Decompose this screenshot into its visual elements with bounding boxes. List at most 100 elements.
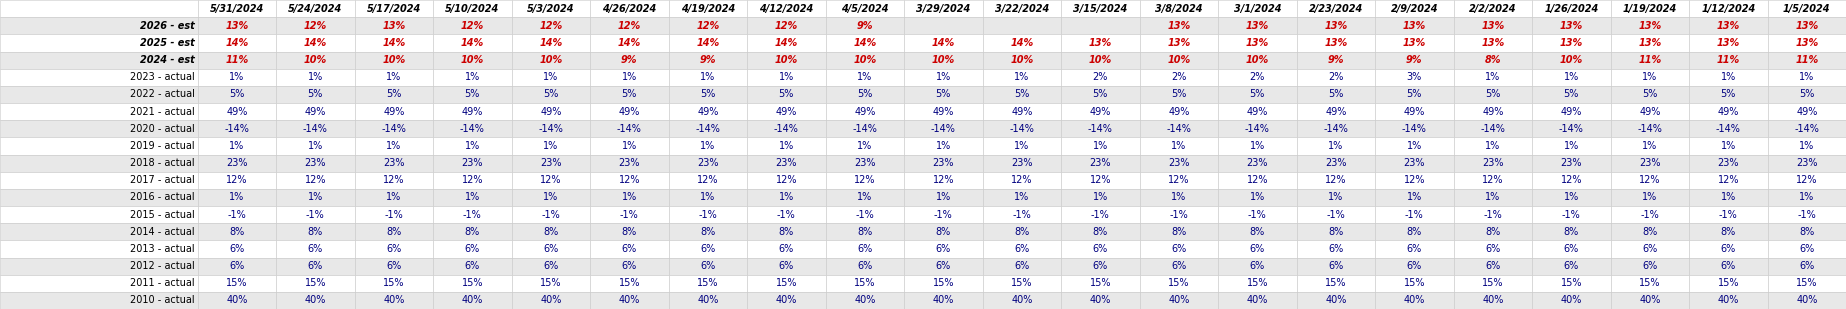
Bar	[277, 189, 354, 206]
Text: 1%: 1%	[1170, 141, 1187, 151]
Bar	[1453, 69, 1532, 86]
Bar	[591, 172, 668, 189]
Bar	[1610, 86, 1689, 103]
Bar	[1532, 0, 1610, 17]
Text: 6%: 6%	[308, 244, 323, 254]
Text: -1%: -1%	[620, 210, 639, 220]
Text: 40%: 40%	[1560, 295, 1582, 305]
Bar	[1139, 52, 1218, 69]
Text: 2025 - est: 2025 - est	[140, 38, 194, 48]
Bar	[1375, 103, 1453, 120]
Bar	[1296, 120, 1375, 137]
Text: 23%: 23%	[1482, 158, 1503, 168]
Text: 5/24/2024: 5/24/2024	[288, 4, 342, 14]
Text: 10%: 10%	[932, 55, 954, 65]
Bar	[668, 189, 748, 206]
Bar	[591, 86, 668, 103]
Bar	[198, 137, 277, 154]
Text: 23%: 23%	[382, 158, 404, 168]
Bar	[1610, 223, 1689, 240]
Text: 5%: 5%	[1720, 89, 1735, 99]
Bar	[1296, 17, 1375, 34]
Text: 40%: 40%	[305, 295, 327, 305]
Text: -14%: -14%	[1324, 124, 1348, 134]
Bar	[982, 275, 1061, 292]
Bar	[1453, 34, 1532, 52]
Bar	[354, 52, 434, 69]
Bar	[905, 0, 982, 17]
Bar	[1532, 275, 1610, 292]
Text: 6%: 6%	[1327, 244, 1344, 254]
Bar	[591, 206, 668, 223]
Text: 6%: 6%	[1564, 261, 1578, 271]
Text: 2%: 2%	[1170, 72, 1187, 82]
Text: 1%: 1%	[1800, 141, 1815, 151]
Bar	[511, 206, 591, 223]
Bar	[511, 223, 591, 240]
Text: 6%: 6%	[386, 261, 401, 271]
Text: 1%: 1%	[622, 141, 637, 151]
Bar	[1767, 52, 1846, 69]
Text: 40%: 40%	[462, 295, 484, 305]
Text: 1%: 1%	[1407, 141, 1421, 151]
Text: 40%: 40%	[932, 295, 954, 305]
Bar	[1532, 292, 1610, 309]
Text: 2023 - actual: 2023 - actual	[129, 72, 194, 82]
Text: 2026 - est: 2026 - est	[140, 21, 194, 31]
Bar	[0, 69, 198, 86]
Bar	[1453, 257, 1532, 275]
Bar	[905, 103, 982, 120]
Bar	[277, 275, 354, 292]
Text: 14%: 14%	[303, 38, 327, 48]
Text: 1%: 1%	[1486, 72, 1501, 82]
Text: 12%: 12%	[1089, 175, 1111, 185]
Bar	[198, 292, 277, 309]
Text: 8%: 8%	[1643, 227, 1658, 237]
Text: 12%: 12%	[698, 175, 718, 185]
Text: 15%: 15%	[1012, 278, 1032, 288]
Bar	[668, 206, 748, 223]
Bar	[354, 223, 434, 240]
Text: 10%: 10%	[853, 55, 877, 65]
Text: 4/26/2024: 4/26/2024	[602, 4, 657, 14]
Text: 15%: 15%	[541, 278, 561, 288]
Bar	[1061, 240, 1139, 257]
Bar	[1061, 189, 1139, 206]
Text: 1%: 1%	[936, 141, 951, 151]
Text: 1%: 1%	[1407, 193, 1421, 202]
Text: 49%: 49%	[462, 107, 484, 116]
Bar	[1453, 154, 1532, 172]
Text: 2%: 2%	[1250, 72, 1265, 82]
Bar	[825, 52, 905, 69]
Bar	[354, 137, 434, 154]
Text: 4/5/2024: 4/5/2024	[842, 4, 888, 14]
Text: 1%: 1%	[1486, 141, 1501, 151]
Bar	[1689, 292, 1767, 309]
Bar	[1061, 0, 1139, 17]
Text: 8%: 8%	[308, 227, 323, 237]
Text: 8%: 8%	[543, 227, 557, 237]
Bar	[354, 103, 434, 120]
Bar	[1453, 189, 1532, 206]
Bar	[748, 172, 825, 189]
Bar	[511, 172, 591, 189]
Bar	[1375, 223, 1453, 240]
Bar	[825, 240, 905, 257]
Bar	[1296, 257, 1375, 275]
Bar	[982, 154, 1061, 172]
Text: 12%: 12%	[1012, 175, 1032, 185]
Bar	[1453, 292, 1532, 309]
Bar	[748, 275, 825, 292]
Text: -1%: -1%	[384, 210, 402, 220]
Text: 9%: 9%	[700, 55, 716, 65]
Bar	[1139, 69, 1218, 86]
Bar	[1139, 86, 1218, 103]
Bar	[591, 137, 668, 154]
Bar	[1139, 240, 1218, 257]
Text: 6%: 6%	[622, 244, 637, 254]
Bar	[434, 292, 511, 309]
Bar	[1061, 223, 1139, 240]
Text: 49%: 49%	[305, 107, 327, 116]
Text: 1%: 1%	[936, 193, 951, 202]
Text: 23%: 23%	[1717, 158, 1739, 168]
